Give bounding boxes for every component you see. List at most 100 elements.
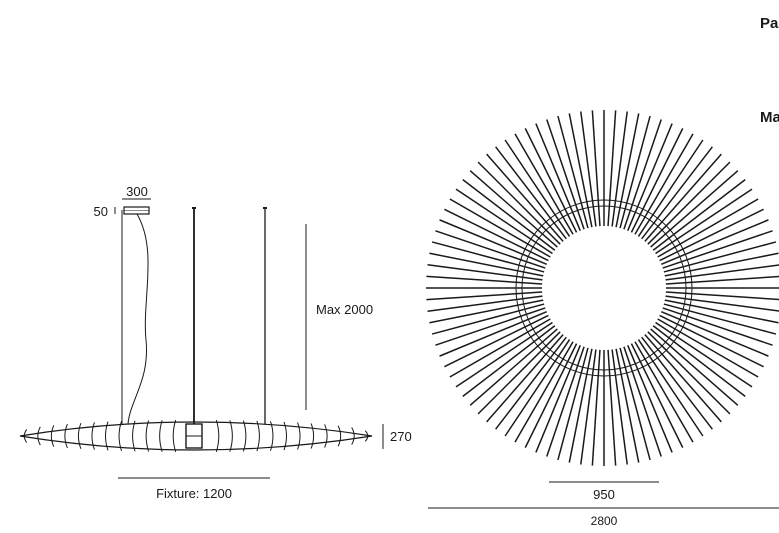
radial-blade [514, 133, 574, 235]
radial-blade [427, 264, 543, 281]
fixture-rib [37, 426, 41, 446]
radial-blade [634, 133, 694, 235]
radial-blade [477, 331, 561, 415]
radial-blade [477, 161, 561, 245]
radial-blade [663, 303, 777, 335]
radial-blade [546, 119, 585, 230]
radial-blade [659, 208, 764, 262]
radial-blade [615, 113, 640, 228]
fixture-rib [132, 420, 136, 452]
radial-blade [535, 123, 581, 232]
canopy-height-label: 50 [94, 204, 108, 219]
radial-blade [627, 344, 673, 453]
radial-blade [591, 349, 601, 466]
radial-blade [557, 347, 589, 461]
radial-blade [591, 110, 601, 227]
fixture-rib [364, 430, 369, 442]
radial-blade [607, 110, 617, 227]
radial-blade [435, 307, 546, 346]
radial-blade [524, 128, 578, 233]
radial-blade [455, 321, 553, 388]
radial-blade [514, 341, 574, 443]
radial-blade [641, 146, 713, 240]
fixture-rib [77, 422, 82, 450]
radial-blade [659, 314, 764, 368]
fixture-rib [118, 421, 123, 451]
section-heading-top: Pa [760, 15, 779, 32]
fixture-rib [337, 425, 342, 447]
fixture-rib [297, 422, 301, 450]
radial-blade [580, 349, 597, 465]
fixture-outline [19, 421, 373, 451]
power-cable [127, 213, 149, 425]
radial-blade [444, 208, 549, 262]
fixture-rib [229, 420, 233, 452]
radial-blade [469, 328, 558, 406]
radial-blade [637, 139, 704, 237]
radial-blade [435, 230, 546, 269]
radial-blade [655, 321, 753, 388]
radial-blade [524, 343, 578, 448]
radial-blade [611, 349, 628, 465]
radial-blade [615, 348, 640, 463]
radial-blade [664, 299, 779, 324]
fixture-rib [105, 421, 109, 451]
fixture-rib [269, 421, 274, 451]
inner-diameter-label: 950 [593, 487, 615, 502]
radial-blades [426, 110, 779, 466]
radial-blade [657, 198, 759, 258]
radial-blade [469, 170, 558, 248]
radial-blade [627, 123, 673, 232]
radial-blade [462, 325, 556, 397]
radial-blade [611, 111, 628, 227]
fixture-rib [91, 422, 95, 450]
canopy-width-label: 300 [126, 184, 148, 199]
radial-blade [637, 339, 704, 437]
radial-blade [439, 311, 548, 357]
radial-blade [568, 113, 593, 228]
radial-blade [429, 252, 544, 277]
radial-blade [439, 219, 548, 265]
radial-blade [663, 241, 777, 273]
radial-blade [664, 252, 779, 277]
radial-blade [619, 115, 651, 229]
inner-ring-inner [521, 205, 687, 371]
side-view: 300 50 Max 2000 270 [19, 184, 412, 501]
radial-blade [495, 336, 567, 430]
radial-blade [504, 339, 571, 437]
radial-blade [455, 188, 553, 255]
radial-blade [657, 318, 759, 378]
radial-blade [427, 295, 543, 312]
radial-blade [652, 325, 746, 397]
radial-blade [462, 179, 556, 251]
outer-diameter-label: 2800 [591, 514, 618, 528]
radial-blade [486, 334, 564, 423]
radial-blade [644, 334, 722, 423]
radial-blade [655, 188, 753, 255]
radial-blade [652, 179, 746, 251]
radial-blade [449, 198, 551, 258]
radial-blade [662, 307, 773, 346]
fixture-rib [256, 420, 260, 452]
fixture-height-label: 270 [390, 429, 412, 444]
fixture-rib [159, 420, 163, 452]
radial-blade [650, 170, 739, 248]
fixture-profile [19, 419, 373, 453]
radial-blade [634, 341, 694, 443]
fixture-rib [283, 421, 287, 451]
radial-blade [641, 336, 713, 430]
radial-blade [644, 153, 722, 242]
fixture-rib [242, 420, 247, 452]
radial-blade [623, 346, 662, 457]
radial-blade [665, 275, 779, 285]
radial-blade [662, 230, 773, 269]
radial-blade [504, 139, 571, 237]
fixture-rib [310, 423, 315, 449]
fixture-rib [351, 427, 355, 445]
fixture-rib [215, 419, 220, 453]
radial-blade [630, 343, 684, 448]
radial-blade [426, 275, 543, 285]
radial-blade [557, 115, 589, 229]
fixture-rib [50, 425, 55, 447]
